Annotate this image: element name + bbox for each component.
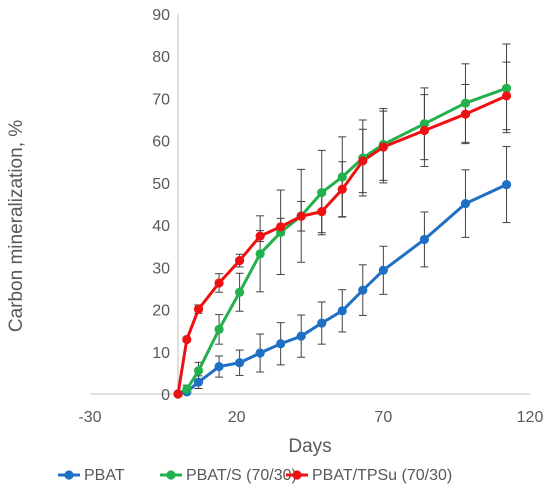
- data-point: [214, 278, 224, 288]
- legend: PBAT PBAT/S (70/30) PBAT/TPSu (70/30): [58, 467, 452, 484]
- data-point: [337, 306, 347, 316]
- axes: [90, 14, 530, 395]
- data-point: [460, 198, 471, 209]
- data-point: [296, 331, 306, 341]
- data-point: [460, 98, 471, 108]
- data-point: [419, 234, 429, 245]
- legend-label: PBAT/TPSu (70/30): [312, 467, 452, 484]
- legend-swatch-marker: [166, 470, 176, 480]
- y-tick-label: 20: [152, 303, 170, 320]
- data-point: [419, 125, 429, 136]
- data-point: [501, 83, 512, 93]
- data-point: [255, 348, 265, 358]
- legend-item: PBAT/TPSu (70/30): [286, 467, 452, 484]
- data-point: [501, 179, 512, 190]
- y-tick-label: 80: [152, 49, 170, 66]
- x-tick-label: 70: [374, 409, 392, 426]
- legend-item: PBAT: [58, 467, 125, 484]
- legend-swatch-marker: [292, 470, 302, 480]
- data-point: [235, 255, 245, 266]
- y-axis-title: Carbon mineralization, %: [6, 120, 27, 332]
- y-tick-label: 60: [152, 134, 170, 151]
- x-tick-label: 120: [517, 409, 544, 426]
- series-line-2: [177, 86, 508, 396]
- data-point: [235, 358, 245, 368]
- x-tick-label: -30: [78, 409, 101, 426]
- data-point: [255, 249, 265, 259]
- data-point: [358, 285, 368, 295]
- data-point: [173, 389, 183, 399]
- y-tick-label: 10: [152, 345, 170, 362]
- data-point: [276, 339, 286, 349]
- data-point: [255, 231, 265, 241]
- y-tick-label: 70: [152, 91, 170, 108]
- data-point: [460, 109, 471, 119]
- x-axis-title: Days: [288, 436, 331, 457]
- series-points: [173, 83, 512, 399]
- y-tick-label: 40: [152, 218, 170, 235]
- data-point: [193, 304, 204, 314]
- data-point: [337, 184, 347, 194]
- data-point: [182, 334, 192, 345]
- y-tick-labels: 0 10 20 30 40 50 60 70 80 90: [152, 7, 170, 404]
- legend-item: PBAT/S (70/30): [160, 467, 297, 484]
- data-point: [296, 211, 306, 221]
- data-point: [317, 318, 327, 328]
- legend-label: PBAT/S (70/30): [186, 467, 297, 484]
- data-point: [235, 287, 245, 297]
- x-tick-label: 20: [228, 409, 246, 426]
- data-point: [501, 91, 512, 101]
- y-tick-label: 50: [152, 176, 170, 193]
- legend-label: PBAT: [84, 467, 125, 484]
- series-lines: [176, 86, 508, 396]
- y-tick-label: 0: [161, 387, 170, 404]
- y-tick-label: 90: [152, 7, 170, 24]
- data-point: [317, 207, 327, 217]
- data-point: [419, 119, 429, 129]
- data-point: [182, 384, 192, 394]
- data-point: [378, 265, 388, 275]
- x-tick-labels: -30 20 70 120: [78, 409, 543, 426]
- data-point: [358, 156, 368, 166]
- data-point: [276, 222, 286, 232]
- data-point: [378, 142, 388, 152]
- data-point: [317, 188, 327, 198]
- data-point: [214, 361, 224, 372]
- data-point: [193, 377, 204, 387]
- data-point: [193, 366, 204, 376]
- data-point: [337, 172, 347, 182]
- error-bars: [182, 43, 511, 395]
- legend-swatch-marker: [64, 470, 74, 480]
- data-point: [214, 324, 224, 334]
- y-tick-label: 30: [152, 260, 170, 277]
